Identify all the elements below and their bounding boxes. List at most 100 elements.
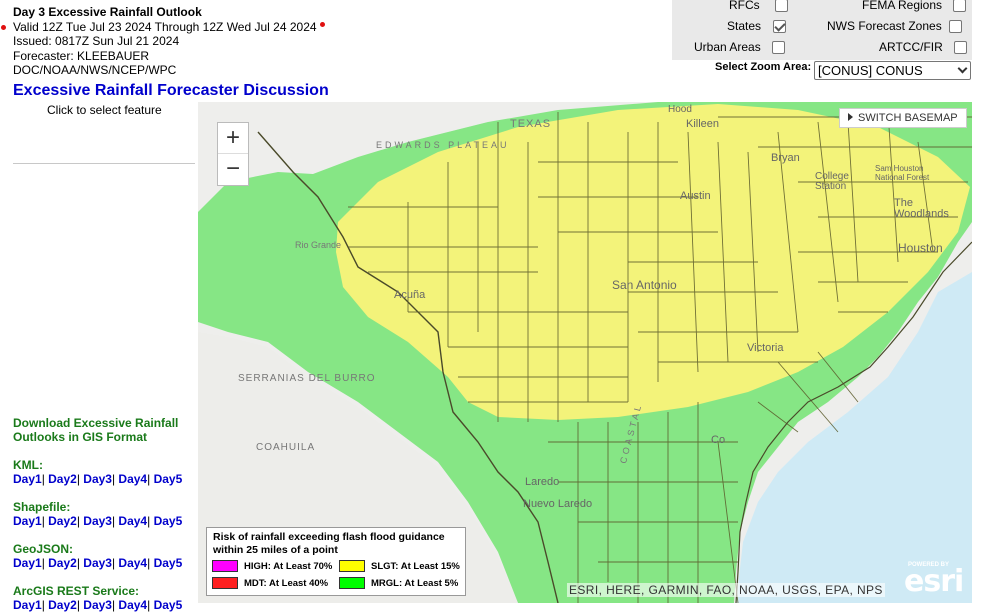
kml-day1-link[interactable]: Day1 xyxy=(13,472,42,486)
coastline xyxy=(735,241,972,603)
shp-day4-link[interactable]: Day4 xyxy=(118,514,148,528)
layer-artcc-label: ARTCC/FIR xyxy=(879,40,943,54)
arcgis-day1-link[interactable]: Day1 xyxy=(13,598,42,612)
zoom-area-label: Select Zoom Area: xyxy=(715,61,812,73)
geojson-day4-link[interactable]: Day4 xyxy=(118,556,148,570)
layer-states[interactable]: States xyxy=(727,19,787,33)
esri-wordmark: esri xyxy=(904,564,964,599)
legend-item-mrgl: MRGL: At Least 5% xyxy=(339,577,458,589)
geojson-day1-link[interactable]: Day1 xyxy=(13,556,42,570)
shp-day2-link[interactable]: Day2 xyxy=(48,514,77,528)
geojson-day5-link[interactable]: Day5 xyxy=(153,556,183,570)
layer-urban-label: Urban Areas xyxy=(694,40,761,54)
kml-links: Day1| Day2| Day3| Day4| Day5 xyxy=(13,472,183,486)
shapefile-links: Day1| Day2| Day3| Day4| Day5 xyxy=(13,514,183,528)
shp-day3-link[interactable]: Day3 xyxy=(83,514,112,528)
city-killeen: Killeen xyxy=(686,118,720,130)
red-dot-left-icon xyxy=(1,24,6,30)
shp-day5-link[interactable]: Day5 xyxy=(153,514,183,528)
layer-fema-label: FEMA Regions xyxy=(862,0,943,12)
kml-day2-link[interactable]: Day2 xyxy=(48,472,77,486)
legend-label-slgt: SLGT: At Least 15% xyxy=(371,560,460,572)
agency-text: DOC/NOAA/NWS/NCEP/WPC xyxy=(13,63,177,77)
legend-title-line-2: within 25 miles of a point xyxy=(213,544,338,556)
powered-by-text: POWERED BY xyxy=(908,562,950,568)
layer-fema[interactable]: FEMA Regions xyxy=(862,0,967,12)
layer-urban[interactable]: Urban Areas xyxy=(694,40,785,54)
legend-label-high: HIGH: At Least 70% xyxy=(244,560,333,572)
layer-nws-zones-label: NWS Forecast Zones xyxy=(827,19,942,33)
map-attribution[interactable]: ESRI, HERE, GARMIN, FAO, NOAA, USGS, EPA… xyxy=(567,583,885,597)
city-nuevo-laredo: Nuevo Laredo xyxy=(523,498,593,510)
zoom-in-button[interactable]: + xyxy=(218,123,248,154)
red-dot-right-icon xyxy=(320,21,325,27)
gis-download-title-2: Outlooks in GIS Format xyxy=(13,430,148,444)
legend-label-mdt: MDT: At Least 40% xyxy=(244,577,329,589)
issued-text: Issued: 0817Z Sun Jul 21 2024 xyxy=(13,34,180,48)
layer-states-checkbox[interactable] xyxy=(773,19,787,33)
city-victoria: Victoria xyxy=(747,342,784,354)
shapefile-heading: Shapefile: xyxy=(13,500,71,514)
city-sam-houston-nf: Sam Houston National Forest xyxy=(875,164,930,182)
kml-day4-link[interactable]: Day4 xyxy=(118,472,148,486)
layer-rfcs[interactable]: RFCs xyxy=(729,0,788,12)
valid-period: Valid 12Z Tue Jul 23 2024 Through 12Z We… xyxy=(1,20,325,35)
label-serranias: SERRANIAS DEL BURRO xyxy=(238,373,376,384)
label-texas: TEXAS xyxy=(510,118,552,130)
zoom-out-button[interactable]: − xyxy=(225,155,240,182)
city-austin: Austin xyxy=(680,190,711,202)
zoom-area-select[interactable]: [CONUS] CONUS xyxy=(814,61,971,80)
city-hood: Hood xyxy=(668,104,692,115)
geojson-heading: GeoJSON: xyxy=(13,542,74,556)
legend-swatch-slgt xyxy=(339,560,365,572)
county-lines xyxy=(348,111,972,603)
label-edwards-plateau: EDWARDS PLATEAU xyxy=(376,140,510,150)
arcgis-day2-link[interactable]: Day2 xyxy=(48,598,77,612)
layer-artcc[interactable]: ARTCC/FIR xyxy=(879,40,967,54)
city-san-antonio: San Antonio xyxy=(612,278,677,292)
geojson-day3-link[interactable]: Day3 xyxy=(83,556,112,570)
legend-label-mrgl: MRGL: At Least 5% xyxy=(371,577,459,589)
risk-legend: Risk of rainfall exceeding flash flood g… xyxy=(206,527,466,596)
switch-basemap-button[interactable]: SWITCH BASEMAP xyxy=(839,108,967,128)
switch-basemap-label: SWITCH BASEMAP xyxy=(858,112,958,124)
layer-nws-zones-checkbox[interactable] xyxy=(948,19,962,33)
geojson-day2-link[interactable]: Day2 xyxy=(48,556,77,570)
layer-fema-checkbox[interactable] xyxy=(953,0,967,12)
city-college-station: College Station xyxy=(815,171,849,192)
arcgis-day4-link[interactable]: Day4 xyxy=(118,598,148,612)
legend-item-mdt: MDT: At Least 40% xyxy=(212,577,328,589)
arcgis-day3-link[interactable]: Day3 xyxy=(83,598,112,612)
city-laredo: Laredo xyxy=(525,476,560,488)
legend-item-high: HIGH: At Least 70% xyxy=(212,560,332,572)
outlook-title: Day 3 Excessive Rainfall Outlook xyxy=(13,5,202,19)
layer-artcc-checkbox[interactable] xyxy=(953,40,967,54)
kml-day5-link[interactable]: Day5 xyxy=(153,472,183,486)
layer-states-label: States xyxy=(727,19,762,33)
layer-nws-zones[interactable]: NWS Forecast Zones xyxy=(827,19,962,33)
forecaster-discussion-link[interactable]: Excessive Rainfall Forecaster Discussion xyxy=(13,82,329,99)
city-corpus-christi: Co xyxy=(711,434,726,446)
geojson-links: Day1| Day2| Day3| Day4| Day5 xyxy=(13,556,183,570)
triangle-right-icon xyxy=(848,113,853,121)
kml-heading: KML: xyxy=(13,458,43,472)
legend-swatch-mrgl xyxy=(339,577,365,589)
kml-day3-link[interactable]: Day3 xyxy=(83,472,112,486)
legend-item-slgt: SLGT: At Least 15% xyxy=(339,560,460,572)
legend-swatch-high xyxy=(212,560,238,572)
outlook-header: Day 3 Excessive Rainfall Outlook Valid 1… xyxy=(1,5,325,78)
arcgis-links: Day1| Day2| Day3| Day4| Day5 xyxy=(13,598,183,612)
layer-panel xyxy=(672,0,972,60)
layer-rfcs-checkbox[interactable] xyxy=(774,0,788,12)
arcgis-day5-link[interactable]: Day5 xyxy=(153,598,183,612)
shp-day1-link[interactable]: Day1 xyxy=(13,514,42,528)
rio-grande-river xyxy=(257,131,559,603)
arcgis-heading: ArcGIS REST Service: xyxy=(13,584,140,598)
city-acuna: Acuña xyxy=(394,289,426,301)
label-rio-grande: Rio Grande xyxy=(295,240,342,250)
select-feature-hint: Click to select feature xyxy=(47,103,162,117)
layer-urban-checkbox[interactable] xyxy=(771,40,785,54)
forecaster-text: Forecaster: KLEEBAUER xyxy=(13,48,150,63)
label-coahuila: COAHUILA xyxy=(256,442,316,453)
city-houston: Houston xyxy=(898,241,943,255)
